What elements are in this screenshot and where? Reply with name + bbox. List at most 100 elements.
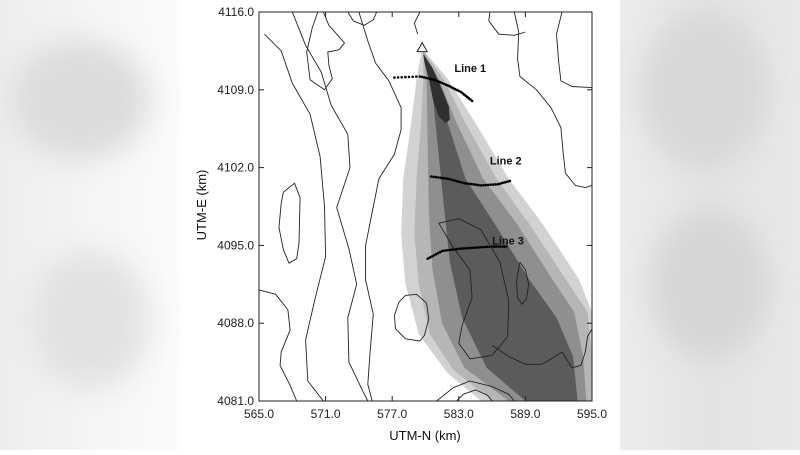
sampling-point <box>497 245 500 248</box>
x-tick-label: 583.0 <box>444 407 474 421</box>
terrain-contour-17 <box>456 389 493 401</box>
sampling-point <box>440 249 444 253</box>
sampling-point <box>438 250 442 254</box>
sampling-point <box>457 247 461 250</box>
right-blurred-backdrop <box>620 0 800 450</box>
sampling-point <box>458 180 461 184</box>
sampling-point <box>422 76 426 79</box>
sampling-point <box>430 255 434 258</box>
plume-band-4 <box>423 53 578 401</box>
sampling-point <box>453 179 457 182</box>
plume-concentration-bands <box>401 48 592 401</box>
sampling-point <box>470 99 474 103</box>
x-tick-label: 577.0 <box>377 407 407 421</box>
sampling-point <box>426 77 430 80</box>
plume-band-5 <box>423 54 450 124</box>
sampling-point <box>452 248 456 251</box>
terrain-contour-5 <box>306 12 345 91</box>
sampling-point <box>477 183 480 187</box>
sampling-point <box>446 177 450 180</box>
left-blurred-backdrop <box>0 0 180 450</box>
y-tick-label: 4081.0 <box>217 394 254 408</box>
sampling-point <box>451 178 454 182</box>
sampling-point <box>489 183 492 186</box>
terrain-contour-1 <box>264 33 327 401</box>
sampling-point <box>400 76 403 79</box>
sampling-line-label-1: Line 1 <box>454 63 486 75</box>
sampling-point <box>434 175 438 179</box>
sampling-point <box>474 183 478 186</box>
sampling-point <box>478 246 482 249</box>
sampling-point <box>431 78 434 81</box>
sampling-point <box>488 245 492 248</box>
x-tick-label: 565.0 <box>244 407 274 421</box>
y-tick-label: 4116.0 <box>218 5 254 19</box>
sampling-point <box>434 253 438 256</box>
sampling-point <box>479 184 483 187</box>
terrain-contour-11 <box>413 12 421 35</box>
sampling-point <box>443 249 446 252</box>
sampling-point <box>470 182 473 186</box>
sampling-point <box>444 177 447 180</box>
sampling-point <box>486 245 489 249</box>
sampling-line-label-3: Line 3 <box>492 235 524 247</box>
sampling-point <box>491 183 495 186</box>
y-tick-label: 4088.0 <box>217 316 254 330</box>
sampling-point <box>465 182 469 185</box>
terrain-contour-9 <box>556 12 592 89</box>
terrain-contour-16 <box>436 380 515 401</box>
sampling-point <box>459 247 463 250</box>
sampling-point <box>428 256 432 259</box>
sampling-line-label-2: Line 2 <box>490 155 522 167</box>
sampling-point <box>450 248 454 251</box>
plume-contour-figure: Line 1 Line 2 Line 3 565.0 571.0 577.0 583.0 5… <box>180 0 620 450</box>
sampling-point <box>505 245 508 248</box>
sampling-point <box>432 254 436 257</box>
sampling-point <box>411 75 414 79</box>
sampling-point <box>441 176 445 180</box>
sampling-point <box>426 257 429 261</box>
y-tick-label: 4102.0 <box>217 161 254 175</box>
sampling-point <box>462 247 465 250</box>
sampling-point <box>404 75 407 79</box>
sampling-lines: Line 1 Line 2 Line 3 <box>393 63 524 261</box>
terrain-contour-15 <box>491 328 592 369</box>
sampling-point <box>484 183 488 187</box>
sampling-point <box>445 249 449 252</box>
sampling-point <box>436 176 440 179</box>
sampling-point <box>481 245 484 249</box>
sampling-point <box>436 251 440 255</box>
terrain-contour-12 <box>438 218 510 360</box>
sampling-point <box>467 182 471 186</box>
terrain-contour-13 <box>516 261 530 305</box>
sampling-point <box>420 75 424 79</box>
sampling-point <box>460 181 464 184</box>
sampling-point <box>467 246 470 250</box>
sampling-point <box>464 247 468 250</box>
sampling-point <box>501 245 504 248</box>
sampling-line-2 <box>429 175 512 187</box>
sampling-point <box>424 76 428 80</box>
terrain-contour-3 <box>358 12 402 401</box>
sampling-point <box>483 245 487 249</box>
terrain-contour-10 <box>488 12 526 36</box>
sampling-line-3 <box>426 245 508 261</box>
sampling-point <box>463 181 466 185</box>
sampling-point <box>490 245 494 248</box>
terrain-contour-8 <box>513 12 592 189</box>
sampling-point <box>474 246 477 249</box>
terrain-contour-14 <box>393 293 430 342</box>
sampling-point <box>494 245 498 248</box>
x-tick-label: 589.0 <box>510 407 540 421</box>
y-tick-label: 4095.0 <box>217 238 254 252</box>
sampling-point <box>472 183 476 186</box>
sampling-point <box>469 246 473 250</box>
sampling-point <box>492 245 496 248</box>
plot-frame <box>258 11 593 402</box>
sampling-point <box>503 245 506 248</box>
y-axis-label: UTM-E (km) <box>194 170 209 241</box>
x-tick-label: 595.0 <box>577 407 607 421</box>
terrain-contour-4 <box>347 12 378 26</box>
terrain-contours <box>259 12 592 401</box>
